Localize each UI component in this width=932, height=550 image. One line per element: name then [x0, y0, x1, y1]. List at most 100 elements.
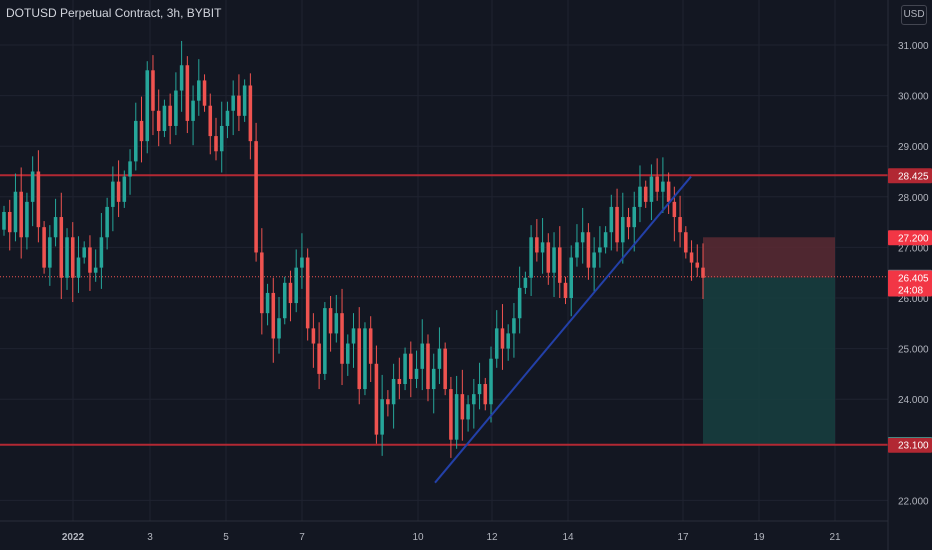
- candle-body: [277, 318, 281, 339]
- candle-body: [42, 227, 46, 268]
- candle-body: [643, 186, 648, 202]
- price-axis[interactable]: 31.000 30.000 29.000 28.000 27.000 26.000 25.0…: [898, 41, 929, 507]
- candle-body: [426, 343, 430, 390]
- candle-body: [494, 328, 499, 359]
- candle-body: [626, 217, 631, 228]
- candle-body: [30, 171, 35, 202]
- candle-body: [48, 237, 52, 268]
- candle-body: [65, 237, 69, 278]
- candle-body: [357, 328, 362, 390]
- price-label-bg: [888, 270, 932, 297]
- candle-body: [168, 105, 172, 126]
- candle-body: [557, 247, 562, 283]
- candle-body: [70, 237, 75, 278]
- candle-body: [603, 232, 608, 248]
- price-label: 26.405: [898, 274, 929, 285]
- candle-body: [197, 80, 201, 101]
- candle-body: [88, 247, 92, 273]
- candle-body: [162, 105, 167, 132]
- price-label-bg: [888, 437, 932, 453]
- candle-body: [282, 282, 287, 319]
- candle-body: [116, 181, 121, 202]
- trendline: [434, 175, 692, 484]
- candle-body: [409, 353, 413, 379]
- candle-body: [345, 343, 350, 364]
- candles: [2, 40, 705, 458]
- horizontal-levels: [0, 174, 888, 446]
- price-label-bg: [888, 230, 932, 246]
- time-axis[interactable]: 2022 3 5 7 10 12 14 17 19 21: [62, 532, 841, 543]
- candle-body: [621, 217, 625, 243]
- candle-body: [638, 186, 642, 207]
- candle-body: [323, 308, 327, 374]
- candle-body: [672, 201, 677, 218]
- candle-body: [592, 252, 596, 268]
- candle-body: [666, 181, 671, 202]
- candle-body: [454, 394, 459, 440]
- candle-body: [25, 201, 29, 238]
- candle-body: [397, 378, 402, 385]
- candle-body: [334, 313, 339, 334]
- candle-body: [19, 191, 23, 238]
- price-label-bg: [888, 168, 932, 184]
- candle-body: [368, 328, 373, 364]
- candle-body: [219, 125, 224, 152]
- candle-body: [237, 95, 241, 116]
- x-tick-label: 5: [223, 532, 229, 543]
- candle-body: [649, 176, 654, 202]
- candle-body: [311, 328, 316, 344]
- candle-body: [288, 282, 293, 304]
- candle-body: [185, 65, 190, 121]
- candle-body: [523, 277, 528, 288]
- candle-body: [506, 333, 510, 349]
- candle-body: [76, 257, 81, 278]
- price-label: 23.100: [898, 441, 929, 452]
- x-tick-label: 7: [299, 532, 305, 543]
- candle-body: [202, 80, 207, 106]
- candle-body: [414, 368, 419, 379]
- candle-body: [139, 120, 144, 142]
- y-tick-label: 24.000: [898, 395, 929, 406]
- candle-body: [460, 394, 465, 420]
- candle-body: [500, 328, 505, 349]
- currency-button[interactable]: USD: [901, 5, 927, 25]
- candle-body: [265, 292, 270, 314]
- candle-body: [489, 358, 493, 405]
- position-zones: [703, 237, 835, 444]
- candle-body: [575, 242, 579, 258]
- chart-title: DOTUSD Perpetual Contract, 3h, BYBIT: [6, 6, 222, 20]
- price-labels: 28.42527.20026.42026.40524:0823.11523.10…: [888, 168, 932, 453]
- candle-body: [563, 282, 568, 298]
- candle-body: [655, 176, 659, 192]
- candle-body: [443, 348, 447, 390]
- candle-body: [13, 191, 18, 233]
- candle-body: [431, 368, 436, 390]
- x-tick-label: 14: [562, 532, 574, 543]
- candle-body: [609, 206, 614, 233]
- trendline-group: [434, 175, 692, 484]
- candle-body: [466, 404, 470, 420]
- candle-body: [586, 232, 591, 268]
- candle-body: [695, 262, 700, 268]
- candle-body: [59, 217, 64, 278]
- candle-body: [134, 120, 138, 162]
- candle-body: [111, 181, 115, 207]
- candle-body: [294, 267, 298, 304]
- candle-body: [328, 308, 333, 334]
- stop-loss-zone: [703, 237, 835, 278]
- candle-body: [82, 247, 86, 258]
- candle-body: [632, 206, 637, 228]
- candle-body: [477, 384, 482, 395]
- x-tick-label: 3: [147, 532, 153, 543]
- candle-body: [208, 105, 213, 137]
- candle-body: [472, 394, 476, 405]
- x-tick-label: 12: [486, 532, 498, 543]
- candle-body: [512, 318, 516, 334]
- candle-body: [552, 247, 556, 273]
- candle-body: [317, 343, 321, 374]
- candle-body: [260, 252, 264, 314]
- candle-body: [254, 141, 258, 253]
- take-profit-zone: [703, 277, 835, 444]
- candle-body: [598, 247, 602, 253]
